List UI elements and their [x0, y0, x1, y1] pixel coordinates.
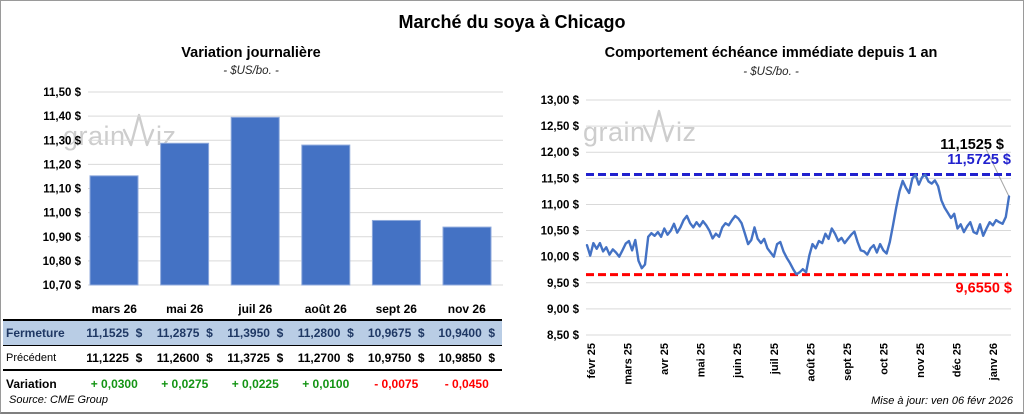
y-axis-tick-label: 10,80 $ [43, 256, 82, 268]
bar-chart-title: Variation journalière [181, 45, 321, 61]
bar-mai 26 [160, 142, 210, 286]
y-axis-tick-label: 11,40 $ [43, 111, 81, 123]
x-axis-tick-label: déc 25 [952, 343, 964, 377]
value-cell: 11,3950 $ [227, 326, 284, 340]
last-price-label: 11,1525 $ [940, 137, 1004, 153]
table-row-months: mars 26 mai 26 juil 26 août 26 sept 26 nov 26 [3, 298, 502, 319]
x-axis-tick-label: mai 25 [696, 343, 708, 377]
value-cell: 11,2875 $ [156, 326, 213, 340]
value-cell: 11,3725 $ [227, 350, 284, 365]
low-price-label: 9,6550 $ [956, 281, 1012, 297]
y-axis-tick-label: 11,00 $ [43, 208, 81, 220]
value-cell: 10,9750 $ [367, 350, 425, 365]
x-axis-tick-label: avr 25 [659, 343, 671, 375]
y-axis-tick-label: 12,50 $ [541, 121, 580, 133]
y-axis-tick-label: 13,00 $ [541, 95, 580, 107]
y-axis-tick-label: 11,10 $ [43, 184, 81, 196]
watermark-zigzag-icon [642, 109, 675, 143]
month-header-cell: mai 26 [166, 301, 204, 316]
bar-nov 26 [442, 226, 492, 286]
row-label-cell: Précédent [6, 351, 57, 364]
month-header-cell: août 26 [304, 301, 347, 316]
bar-juil 26 [230, 116, 280, 286]
value-cell: + 0,0300 [90, 377, 138, 391]
value-cell: + 0,0225 [231, 377, 279, 391]
y-axis-tick-label: 8,50 $ [547, 330, 580, 342]
y-axis-tick-label: 11,50 $ [541, 173, 579, 185]
bar-mars 26 [89, 175, 139, 286]
y-axis-tick-label: 9,00 $ [547, 304, 580, 316]
line-chart-title: Comportement échéance immédiate depuis 1… [604, 45, 938, 61]
value-cell: 10,9675 $ [367, 326, 425, 340]
value-cell: 11,2600 $ [156, 350, 213, 365]
value-cell: 11,2800 $ [297, 326, 354, 340]
month-header-cell: juil 26 [238, 301, 273, 316]
table-row-fermeture: Fermeture 11,1525 $ 11,2875 $ 11,3950 $ 11,2… [3, 319, 502, 346]
table-row-variation: Variation + 0,0300 + 0,0275 + 0,0225 + 0,010… [3, 371, 502, 397]
value-cell: + 0,0100 [302, 377, 350, 391]
value-cell: 11,1525 $ [86, 326, 143, 340]
month-header-cell: sept 26 [375, 301, 417, 316]
y-axis-tick-label: 10,50 $ [541, 226, 580, 238]
row-label-cell: Fermeture [6, 326, 65, 340]
y-axis-tick-label: 10,00 $ [541, 252, 580, 264]
y-axis-tick-label: 12,00 $ [541, 147, 580, 159]
high-price-label: 11,5725 $ [947, 152, 1011, 168]
month-header-cell: mars 26 [91, 301, 137, 316]
watermark-text-grain: grain [63, 121, 126, 151]
value-cell: - 0,0075 [374, 377, 419, 391]
line-chart-subtitle: - $US/bo. - [743, 66, 799, 78]
x-axis-tick-label: nov 25 [915, 343, 927, 378]
y-axis-tick-label: 10,90 $ [43, 232, 82, 244]
source-note: Source: CME Group [9, 394, 109, 406]
value-cell: 11,2700 $ [297, 350, 354, 365]
y-axis-tick-label: 11,50 $ [43, 87, 81, 99]
x-axis-tick-label: sept 25 [842, 343, 854, 381]
x-axis-tick-label: janv 26 [988, 343, 1000, 381]
bar-sept 26 [371, 219, 421, 286]
y-axis-tick-label: 10,70 $ [43, 280, 82, 291]
bar-chart-subtitle: - $US/bo. - [223, 65, 279, 77]
annotation-leader-line [985, 148, 1010, 197]
month-header-cell: nov 26 [447, 301, 486, 316]
x-axis-tick-label: oct 25 [878, 343, 890, 375]
x-axis-tick-label: août 25 [805, 343, 817, 382]
y-axis-tick-label: 9,50 $ [547, 278, 580, 290]
watermark-text-grain: grain [583, 117, 646, 147]
row-label-cell: Variation [6, 377, 57, 391]
watermark-text-iz: iz [676, 117, 697, 147]
price-series-line [585, 173, 1011, 276]
price-table: mars 26 mai 26 juil 26 août 26 sept 26 nov 26… [3, 298, 502, 397]
x-axis-tick-label: févr 25 [586, 343, 598, 378]
value-cell: 10,9850 $ [438, 350, 496, 365]
bar-chart: 11,50 $ 11,40 $ 11,30 $ 11,20 $ 11,10 $ 11,00… [43, 87, 503, 291]
value-cell: + 0,0275 [161, 377, 209, 391]
table-corner-cell [3, 298, 79, 319]
bar-août 26 [301, 144, 351, 286]
grainwiz-watermark: grain iz [583, 109, 697, 147]
x-axis-tick-label: juin 25 [732, 343, 744, 379]
value-cell: 10,9400 $ [438, 326, 496, 340]
line-chart: 13,00 $ 12,50 $ 12,00 $ 11,50 $ 11,00 $ 10,50… [541, 95, 1012, 385]
x-axis-tick-label: mars 25 [623, 343, 635, 385]
table-row-précédent: Précédent 11,1225 $ 11,2600 $ 11,3725 $ 11,2… [3, 346, 502, 371]
x-axis-tick-label: juil 25 [769, 343, 781, 375]
page-title: Marché du soya à Chicago [398, 12, 626, 32]
y-axis-tick-label: 11,20 $ [43, 159, 81, 171]
y-axis-tick-label: 11,00 $ [541, 199, 579, 211]
updated-note: Mise à jour: ven 06 févr 2026 [871, 395, 1013, 407]
y-axis-tick-label: 11,30 $ [43, 135, 81, 147]
value-cell: 11,1225 $ [86, 350, 143, 365]
value-cell: - 0,0450 [444, 377, 489, 391]
